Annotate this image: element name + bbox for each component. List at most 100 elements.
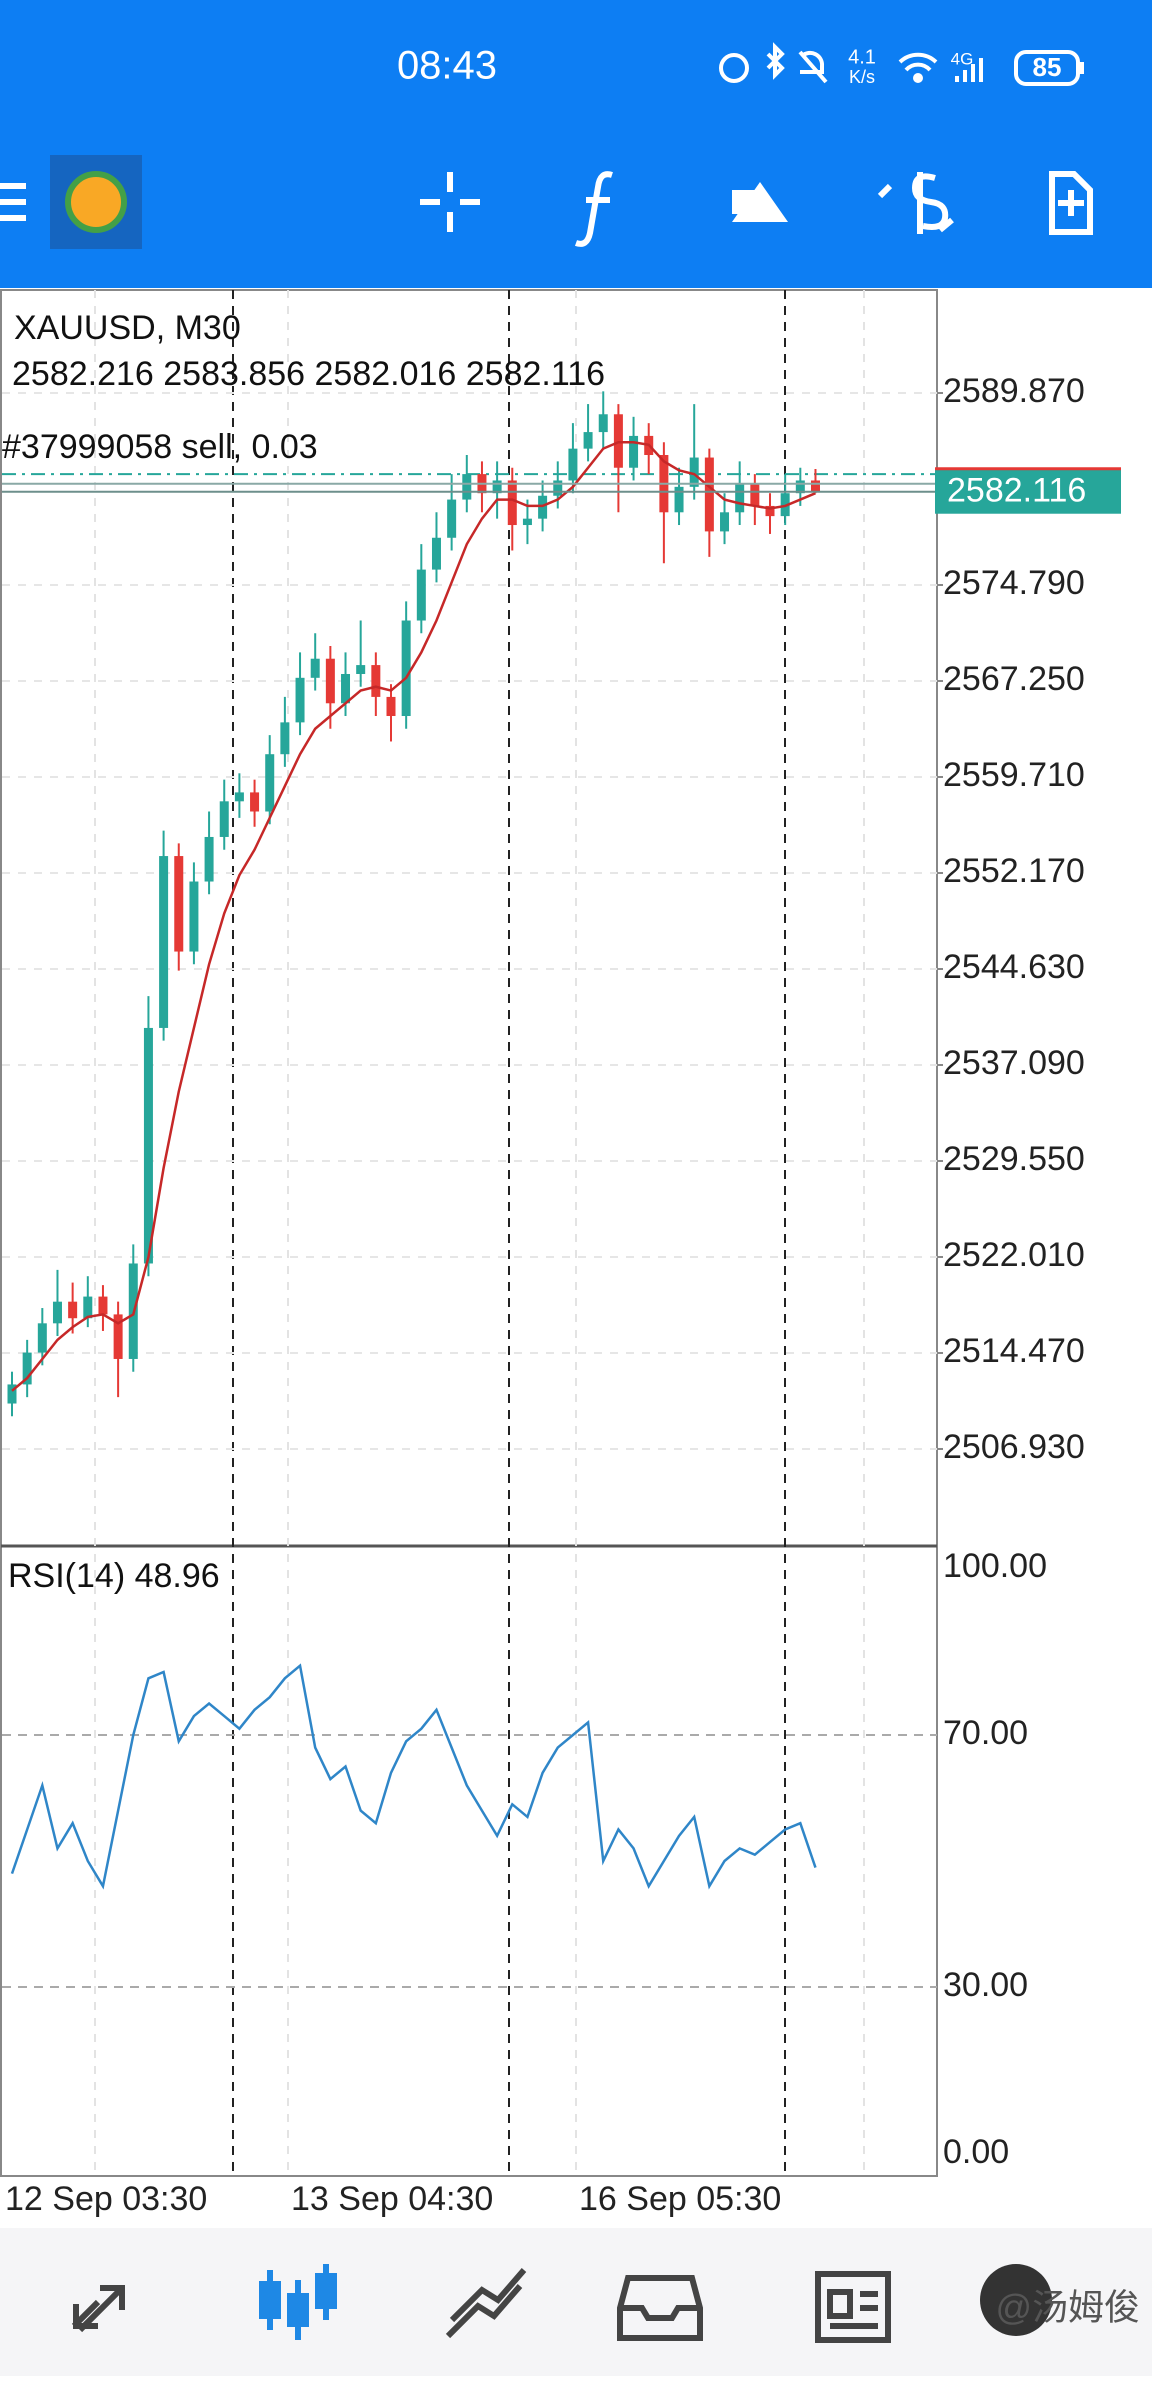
candle-body [371, 665, 381, 697]
candle-body [295, 677, 305, 723]
signal-type: 4G [951, 49, 974, 68]
candle-body [204, 836, 214, 882]
candle-body [522, 518, 532, 526]
symbol: XAUUSD, M30 [14, 309, 241, 347]
candle-body [22, 1352, 32, 1385]
y-tick-label: 2506.930 [943, 1428, 1085, 1466]
nav-history[interactable] [617, 2275, 703, 2341]
candle-body [598, 414, 608, 433]
ohlc: 2582.216 2583.856 2582.016 2582.116 [12, 355, 605, 393]
rsi-pane: 100.00 70.00 30.00 0.00 [2, 1547, 1047, 2171]
nav-settings[interactable] [980, 2264, 1052, 2336]
candle-body [37, 1323, 47, 1353]
candle-body [325, 658, 335, 704]
vertical-grid [94, 290, 865, 2176]
bid-box [935, 469, 1121, 514]
y-tick-label: 2559.710 [943, 756, 1085, 794]
candle-body [750, 483, 760, 506]
trade-button[interactable] [877, 172, 954, 234]
nav-trade[interactable] [445, 2268, 527, 2339]
status-icons [719, 42, 1084, 86]
candle-body [416, 569, 426, 621]
y-tick-label: 2537.090 [943, 1044, 1085, 1082]
candle-body [568, 448, 578, 481]
bottom-nav [0, 2228, 1152, 2376]
nav-chart-bars [259, 2273, 337, 2327]
candle-body [689, 457, 699, 487]
candle-body [492, 480, 502, 494]
candle-body [219, 801, 229, 837]
candle-body [7, 1384, 17, 1404]
y-tick-label: 30.00 [943, 1966, 1028, 2004]
candle-body [613, 414, 623, 468]
x-tick-label: 16 Sep 05:30 [579, 2180, 781, 2218]
new-order-button[interactable] [1049, 171, 1093, 235]
candle-body [462, 474, 472, 500]
candle-body [583, 432, 593, 449]
rsi-label: RSI(14) 48.96 [8, 1557, 220, 1595]
candle-body [341, 673, 351, 704]
toolbar [0, 155, 1093, 249]
net-speed: 4.1 [848, 46, 876, 68]
candle-body [52, 1301, 62, 1324]
candle-body [795, 480, 805, 494]
y-tick-label: 0.00 [943, 2133, 1009, 2171]
candle-body [629, 435, 639, 468]
bid-label: 2582.116 [947, 472, 1086, 510]
nav-quotes[interactable] [71, 2285, 125, 2333]
y-tick-label: 2552.170 [943, 852, 1085, 890]
y-tick-label: 70.00 [943, 1714, 1028, 1752]
candle-body [174, 856, 184, 952]
candle-body [810, 480, 820, 492]
price-pane: 2589.870 2574.790 2567.250 2559.710 2552.170… [2, 372, 1121, 2218]
candle-body [310, 658, 320, 678]
moving-average [11, 441, 816, 1392]
indicators-button[interactable] [574, 171, 613, 247]
rsi-line [10, 1663, 817, 1890]
candle-body [704, 457, 714, 532]
candle-body [401, 620, 411, 717]
y-tick-label: 2514.470 [943, 1332, 1085, 1370]
crosshair-button[interactable] [420, 172, 480, 232]
candle-body [356, 665, 366, 674]
y-tick-label: 2567.250 [943, 660, 1085, 698]
candle-body [68, 1301, 78, 1319]
y-tick-label: 100.00 [943, 1547, 1047, 1585]
candle-body [113, 1314, 123, 1359]
y-tick-label: 2544.630 [943, 948, 1085, 986]
chart-frame [0, 289, 938, 2177]
x-tick-label: 13 Sep 04:30 [291, 2180, 493, 2218]
y-tick-label: 2574.790 [943, 564, 1085, 602]
candle-body [280, 722, 290, 755]
candle-body [250, 792, 260, 812]
candle-body [189, 881, 199, 952]
y-tick-label: 2589.870 [943, 372, 1085, 410]
y-tick-label: 2529.550 [943, 1140, 1085, 1178]
app-logo [65, 171, 127, 233]
candle-body [386, 696, 396, 717]
candle-body [159, 856, 169, 1028]
candle-body [447, 499, 457, 538]
header-bg [0, 0, 1152, 288]
candle-body [431, 537, 441, 570]
candle-body [720, 512, 730, 532]
candle-body [735, 483, 745, 513]
candle-body [98, 1296, 108, 1315]
y-tick-label: 2522.010 [943, 1236, 1085, 1274]
candle-body [83, 1296, 93, 1319]
watermark: @汤姆俊 [995, 2287, 1140, 2328]
candle-body [265, 754, 275, 812]
order-label: #37999058 sell, 0.03 [2, 428, 318, 466]
menu-button[interactable] [0, 183, 26, 221]
candle-body [538, 495, 548, 519]
nav-icons [71, 2264, 1052, 2343]
candle-body [553, 480, 563, 496]
objects-button[interactable] [732, 182, 788, 222]
candle-body [674, 486, 684, 513]
nav-news[interactable] [815, 2271, 891, 2343]
clock: 08:43 [397, 44, 497, 88]
net-unit: K/s [849, 67, 875, 87]
battery: 85 [1033, 52, 1062, 82]
